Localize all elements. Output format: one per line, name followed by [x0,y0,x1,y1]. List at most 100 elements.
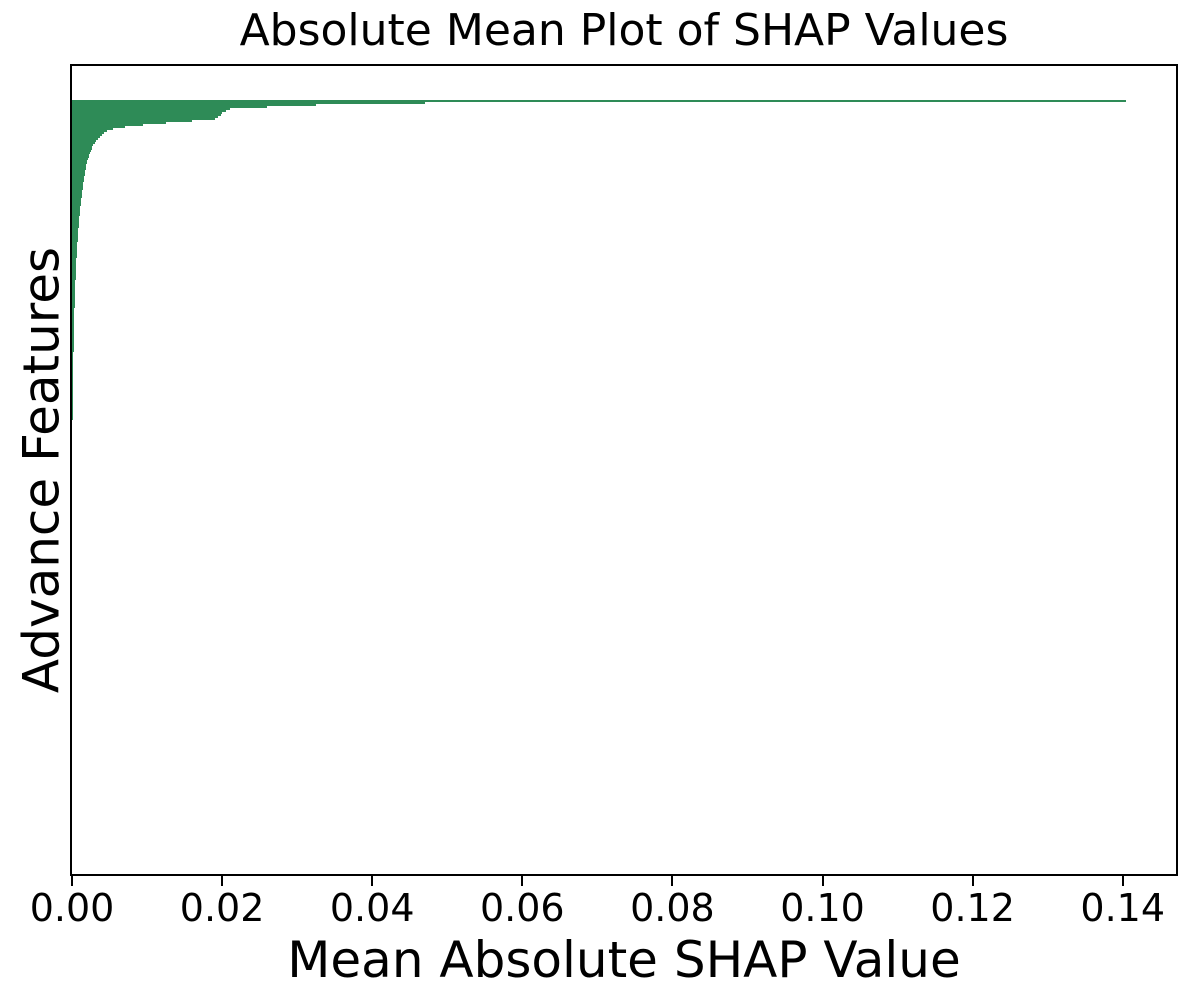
shap-bar [72,360,74,362]
shap-bar [72,114,221,116]
shap-bar [72,196,82,198]
x-tick-label: 0.06 [479,886,565,930]
shap-bar [72,384,73,386]
shap-bar [72,102,425,104]
shap-bar [72,292,75,294]
shap-bar [72,262,77,264]
shap-bar [72,148,92,150]
x-tick-mark [821,876,824,886]
x-tick-mark [371,876,374,886]
shap-bar [72,244,78,246]
shap-bar [72,274,76,276]
shap-bar [72,358,74,360]
shap-bar [72,132,104,134]
shap-bar [72,246,78,248]
shap-bar [72,224,79,226]
shap-bar [72,226,79,228]
x-tick-label: 0.12 [930,886,1015,930]
shap-bar [72,206,81,208]
shap-bar [72,372,74,374]
shap-bar [72,288,76,290]
shap-bar [72,264,77,266]
shap-bar [72,110,226,112]
shap-bar [72,332,74,334]
shap-bar [72,412,73,414]
bars-container [72,100,1176,840]
shap-bar [72,318,75,320]
shap-bar [72,260,77,262]
shap-bar [72,418,73,420]
shap-bar [72,392,73,394]
shap-bar [72,180,84,182]
x-tick-mark [521,876,524,886]
shap-bar [72,238,78,240]
shap-bar [72,314,75,316]
shap-bar [72,316,75,318]
shap-bar [72,170,86,172]
shap-bar [72,340,74,342]
shap-bar [72,346,74,348]
shap-bar [72,370,74,372]
shap-bar [72,284,76,286]
shap-bar [72,168,86,170]
shap-bar [72,230,79,232]
shap-bar [72,104,316,106]
shap-bar [72,402,73,404]
x-tick-label: 0.00 [29,886,115,930]
shap-bar [72,376,74,378]
shap-bar [72,256,77,258]
shap-bar [72,404,73,406]
shap-bar [72,338,74,340]
shap-bar [72,154,90,156]
shap-bar [72,286,76,288]
shap-bar [72,164,87,166]
shap-bar [72,282,76,284]
x-tick-label: 0.02 [179,886,265,930]
x-tick-mark [71,876,73,886]
shap-bar [72,312,75,314]
shap-bar [72,220,80,222]
shap-bar [72,194,82,196]
x-axis-label: Mean Absolute SHAP Value [287,931,961,989]
shap-bar [72,296,75,298]
shap-bar [72,348,74,350]
shap-bar [72,324,75,326]
shap-bar [72,386,73,388]
shap-bar [72,130,107,132]
shap-bar [72,186,83,188]
shap-bar [72,204,81,206]
shap-bar [72,398,73,400]
shap-bar [72,396,73,398]
shap-bar [72,258,77,260]
shap-bar [72,368,74,370]
shap-bar [72,254,77,256]
shap-bar [72,116,219,118]
shap-bar [72,124,144,126]
shap-bar [72,354,74,356]
shap-bar [72,142,95,144]
shap-bar [72,400,73,402]
shap-bar [72,188,83,190]
shap-bar [72,140,96,142]
shap-bar [72,192,82,194]
x-axis: 0.00 0.02 0.04 0.06 0.08 0.10 0.12 0.14 [30,876,1176,936]
shap-bar [72,350,74,352]
shap-bar [72,406,73,408]
shap-bar [72,342,74,344]
shap-bar [72,228,79,230]
shap-bar [72,270,76,272]
shap-bar [72,160,87,162]
shap-bar [72,152,91,154]
shap-bar [72,134,103,136]
shap-bar [72,308,75,310]
shap-bar [72,390,73,392]
shap-bar [72,410,73,412]
shap-bar [72,156,89,158]
shap-bar [72,144,93,146]
shap-bar [72,100,1127,102]
shap-bar [72,374,74,376]
shap-bar [72,290,76,292]
shap-bar [72,328,74,330]
shap-bar [72,126,125,128]
shap-bar [72,382,73,384]
